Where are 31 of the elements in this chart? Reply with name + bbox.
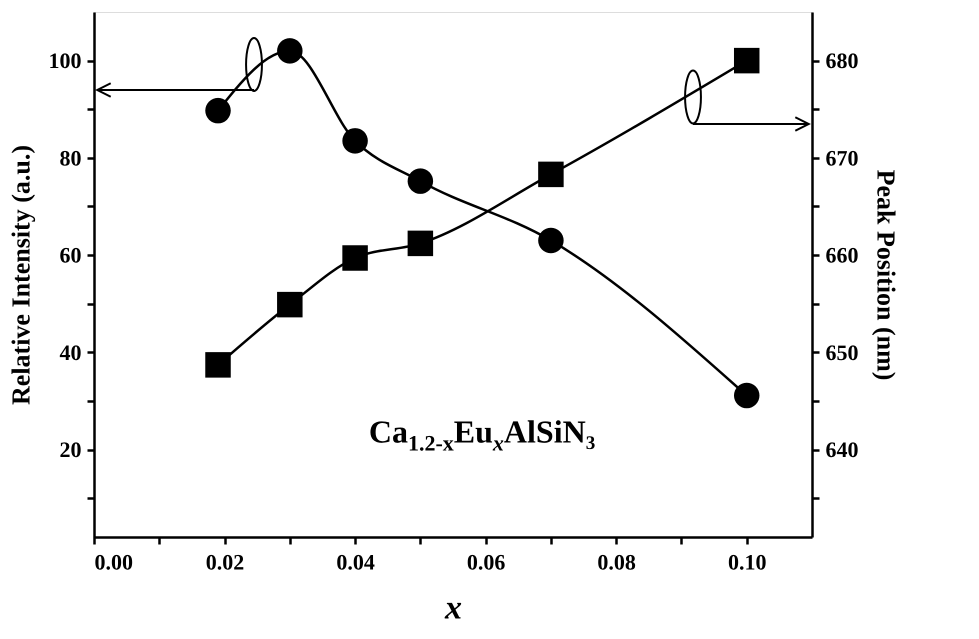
point	[734, 382, 760, 408]
y2-tick-label: 650	[826, 340, 858, 365]
point	[342, 245, 368, 271]
y-axis-title: Relative Intensity (a.u.)	[6, 145, 36, 405]
point	[538, 162, 564, 188]
point	[734, 48, 760, 74]
y-tick-label: 60	[60, 242, 82, 268]
point	[205, 352, 231, 378]
y2-tick-label: 660	[826, 242, 858, 268]
x-tick-label: 0.02	[206, 550, 244, 574]
y-tick-label: 80	[60, 145, 82, 170]
x-tick-label: 0.08	[597, 550, 636, 574]
y-tick-label: 100	[48, 48, 82, 74]
x-tick-label: 0.04	[336, 550, 375, 574]
point	[205, 98, 231, 124]
y2-tick-label: 670	[826, 145, 858, 170]
y2-axis-title: Peak Position (nm)	[872, 170, 900, 380]
point	[408, 168, 434, 194]
x-tick-label: 0.00	[94, 550, 133, 574]
point	[342, 128, 368, 154]
point	[277, 292, 303, 318]
x-tick-label: 0.10	[728, 550, 766, 574]
y2-tick-label: 640	[826, 437, 858, 462]
y-tick-label: 40	[60, 340, 82, 365]
x-tick-label: 0.06	[466, 550, 506, 574]
x-axis-title: x	[444, 590, 462, 626]
point	[408, 230, 434, 256]
point	[277, 38, 303, 64]
y2-tick-label: 680	[826, 48, 858, 74]
y-tick-label: 20	[60, 437, 82, 462]
point	[538, 228, 564, 254]
